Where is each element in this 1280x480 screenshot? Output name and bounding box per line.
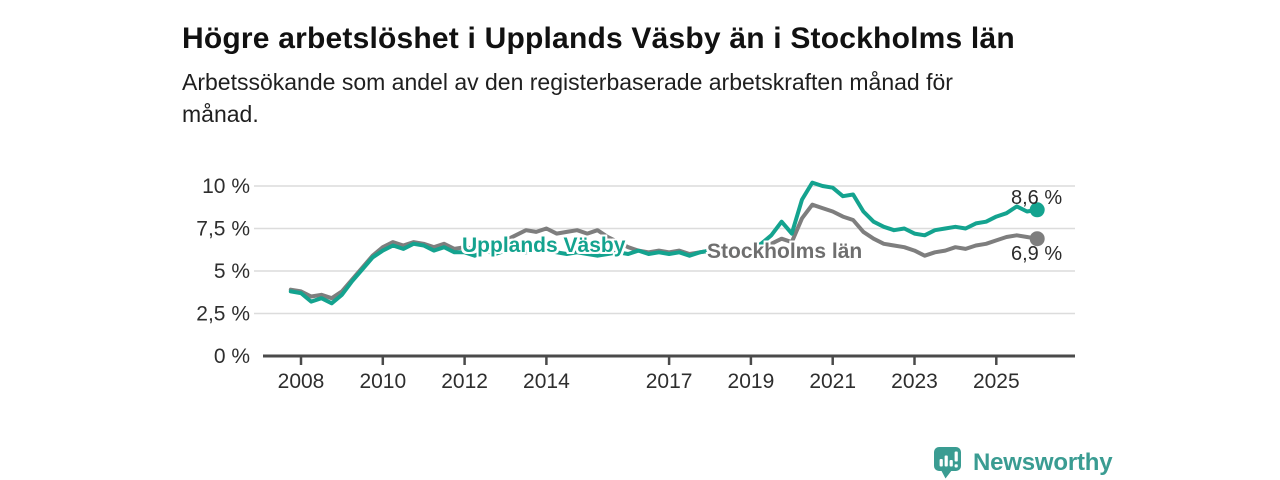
x-tick-label: 2010 (359, 370, 406, 393)
y-tick-label: 0 % (214, 345, 250, 368)
x-tick-label: 2014 (523, 370, 570, 393)
value-label-upplands-vasby: 8,6 % (1011, 187, 1063, 209)
y-tick-label: 7,5 % (196, 218, 250, 241)
x-tick-label: 2023 (891, 370, 938, 393)
value-label-stockholms-lan: 6,9 % (1011, 243, 1063, 265)
newsworthy-logo: Newsworthy (933, 446, 1113, 480)
series-line-0 (288, 180, 1040, 306)
x-tick-label: 2008 (278, 370, 325, 393)
y-tick-label: 10 % (202, 175, 250, 198)
x-tick-label: 2025 (973, 370, 1020, 393)
y-tick-label: 2,5 % (196, 303, 250, 326)
x-tick-label: 2017 (646, 370, 693, 393)
series-label-stockholms-lan: Stockholms län (707, 240, 863, 263)
bar-chart-bubble-icon (934, 447, 961, 479)
x-tick-label: 2012 (441, 370, 488, 393)
series-end-dot-0 (1029, 202, 1045, 218)
chart-subtitle-line1: Arbetssökande som andel av den registerb… (182, 69, 953, 95)
newsworthy-wordmark: Newsworthy (973, 449, 1113, 476)
x-tick-label: 2021 (809, 370, 856, 393)
series-label-upplands-vasby: Upplands Väsby (462, 234, 626, 257)
y-tick-label: 5 % (214, 260, 250, 283)
chart-title: Högre arbetslöshet i Upplands Väsby än i… (182, 22, 1015, 56)
x-tick-label: 2019 (728, 370, 775, 393)
series-end-dot-1 (1029, 231, 1045, 247)
chart-subtitle-line2: månad. (182, 101, 259, 127)
